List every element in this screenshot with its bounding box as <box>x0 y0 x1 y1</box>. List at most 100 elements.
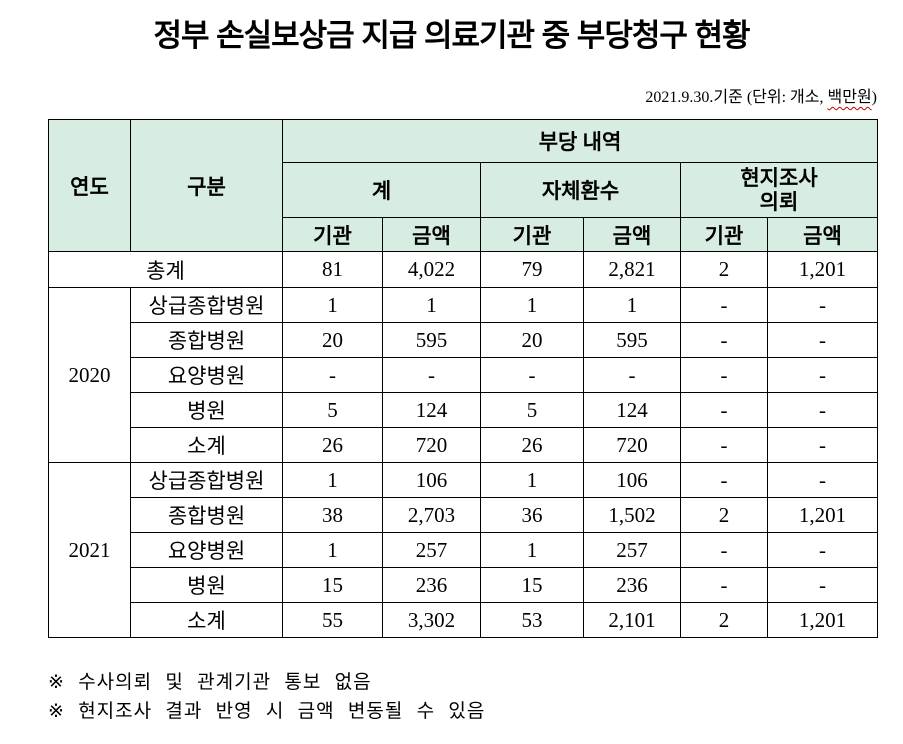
category-cell: 상급종합병원 <box>130 462 283 498</box>
value-cell: - <box>767 392 878 428</box>
value-cell: 1 <box>282 462 383 498</box>
year-cell: 2021 <box>48 462 131 638</box>
value-cell: 257 <box>382 532 481 568</box>
table-row: 요양병원 - - - - - - <box>49 357 878 393</box>
category-cell: 병원 <box>130 567 283 603</box>
date-unit-suffix: ) <box>871 89 877 106</box>
value-cell: 236 <box>583 567 681 603</box>
date-unit-note: 2021.9.30.기준 (단위: 개소, 백만원) <box>0 83 877 107</box>
year-cell: 2020 <box>48 287 131 463</box>
header-year: 연도 <box>48 119 131 252</box>
value-cell: 1 <box>583 287 681 323</box>
value-cell: - <box>767 287 878 323</box>
subtotal-row: 소계 26 720 26 720 - - <box>49 427 878 463</box>
value-cell: 2 <box>680 251 768 288</box>
category-cell: 병원 <box>130 392 283 428</box>
value-cell: 2 <box>680 602 768 638</box>
value-cell: 106 <box>583 462 681 498</box>
value-cell: 720 <box>583 427 681 463</box>
value-cell: 5 <box>282 392 383 428</box>
footnote-line: ※ 현지조사 결과 반영 시 금액 변동될 수 있음 <box>48 701 486 723</box>
header-row-2: 계 자체환수 현지조사 의뢰 <box>49 162 878 218</box>
value-cell: 1 <box>382 287 481 323</box>
value-cell: 4,022 <box>382 251 481 288</box>
header-self-recovery-group: 자체환수 <box>480 162 681 218</box>
footnotes: ※ 수사의뢰 및 관계기관 통보 없음 ※ 현지조사 결과 반영 시 금액 변동… <box>48 668 903 727</box>
value-cell: 1 <box>480 287 584 323</box>
header-total-group: 계 <box>282 162 481 218</box>
value-cell: 720 <box>382 427 481 463</box>
grand-total-label: 총계 <box>48 251 283 288</box>
value-cell: 1 <box>282 287 383 323</box>
value-cell: - <box>680 567 768 603</box>
footnote-line: ※ 수사의뢰 및 관계기관 통보 없음 <box>48 672 372 693</box>
value-cell: 20 <box>282 322 383 358</box>
value-cell: 81 <box>282 251 383 288</box>
value-cell: 53 <box>480 602 584 638</box>
value-cell: 1,201 <box>767 602 878 638</box>
value-cell: - <box>680 357 768 393</box>
value-cell: 2 <box>680 497 768 533</box>
value-cell: - <box>480 357 584 393</box>
subtotal-row: 소계 55 3,302 53 2,101 2 1,201 <box>49 602 878 638</box>
value-cell: 595 <box>382 322 481 358</box>
value-cell: - <box>382 357 481 393</box>
value-cell: 2,101 <box>583 602 681 638</box>
table-row: 병원 5 124 5 124 - - <box>49 392 878 428</box>
header-onsite-institutions: 기관 <box>680 217 768 252</box>
category-cell: 요양병원 <box>130 532 283 568</box>
value-cell: 3,302 <box>382 602 481 638</box>
header-row-1: 연도 구분 부당 내역 <box>48 119 878 252</box>
date-unit-prefix: 2021.9.30.기준 (단위: 개소, <box>645 89 828 106</box>
value-cell: 15 <box>282 567 383 603</box>
value-cell: 236 <box>382 567 481 603</box>
table-row: 종합병원 20 595 20 595 - - <box>49 322 878 358</box>
header-self-amount: 금액 <box>583 217 681 252</box>
value-cell: 1 <box>480 462 584 498</box>
header-onsite-amount: 금액 <box>767 217 878 252</box>
value-cell: 106 <box>382 462 481 498</box>
category-cell: 소계 <box>130 427 283 463</box>
value-cell: 595 <box>583 322 681 358</box>
value-cell: 257 <box>583 532 681 568</box>
table-row: 종합병원 38 2,703 36 1,502 2 1,201 <box>49 497 878 533</box>
value-cell: - <box>680 322 768 358</box>
header-improper-details: 부당 내역 <box>282 119 878 163</box>
value-cell: - <box>767 567 878 603</box>
grand-total-row: 총계 81 4,022 79 2,821 2 1,201 <box>48 251 878 288</box>
header-row-3: 기관 금액 기관 금액 기관 금액 <box>49 217 878 252</box>
value-cell: 1,201 <box>767 251 878 288</box>
header-onsite-request-group: 현지조사 의뢰 <box>680 162 878 218</box>
value-cell: - <box>680 427 768 463</box>
value-cell: - <box>767 357 878 393</box>
value-cell: - <box>680 392 768 428</box>
value-cell: - <box>680 287 768 323</box>
improper-claims-table: 연도 구분 부당 내역 계 자체환수 현지조사 의뢰 기관 금액 기관 금액 기… <box>48 119 878 638</box>
unit-word-underlined: 백만원 <box>827 89 872 106</box>
category-cell: 종합병원 <box>130 497 283 533</box>
page-title: 정부 손실보상금 지급 의료기관 중 부당청구 현황 <box>153 18 750 53</box>
value-cell: 1 <box>480 532 584 568</box>
value-cell: 15 <box>480 567 584 603</box>
value-cell: 26 <box>480 427 584 463</box>
header-category: 구분 <box>130 119 283 252</box>
value-cell: 20 <box>480 322 584 358</box>
value-cell: 1 <box>282 532 383 568</box>
header-self-institutions: 기관 <box>480 217 584 252</box>
value-cell: 1,201 <box>767 497 878 533</box>
value-cell: 5 <box>480 392 584 428</box>
value-cell: - <box>282 357 383 393</box>
category-cell: 종합병원 <box>130 322 283 358</box>
header-total-amount: 금액 <box>382 217 481 252</box>
value-cell: 124 <box>382 392 481 428</box>
value-cell: 79 <box>480 251 584 288</box>
value-cell: 36 <box>480 497 584 533</box>
value-cell: - <box>680 532 768 568</box>
table-row: 2020 상급종합병원 1 1 1 1 - - <box>48 287 878 463</box>
header-total-institutions: 기관 <box>282 217 383 252</box>
table-row: 2021 상급종합병원 1 106 1 106 - - <box>48 462 878 638</box>
category-cell: 상급종합병원 <box>130 287 283 323</box>
category-cell: 요양병원 <box>130 357 283 393</box>
table-row: 병원 15 236 15 236 - - <box>49 567 878 603</box>
